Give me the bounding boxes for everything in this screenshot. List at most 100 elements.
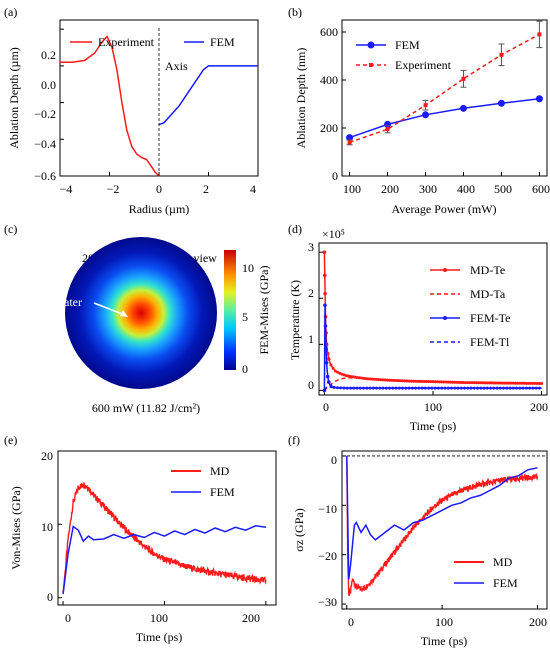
panel-f-xtick: 100	[435, 615, 453, 629]
panel-e-xtick: 100	[150, 611, 168, 625]
data-point-fem	[384, 120, 392, 128]
panel-f-ylabel: σz (GPa)	[292, 508, 306, 551]
panel-e-xtick: 0	[65, 611, 71, 625]
data-point-fem	[459, 104, 467, 112]
series-line-fem	[349, 97, 540, 139]
colorbar-tick: 10	[242, 261, 254, 275]
colorbar-tick: 5	[242, 310, 248, 324]
panel-f-xtick: 200	[529, 615, 547, 629]
crater-map	[65, 237, 217, 389]
panel-b-legend-exp-marker	[369, 63, 373, 67]
data-point-experiment	[347, 140, 352, 145]
data-point-md-te	[422, 379, 426, 383]
panel-b-ytick: 600	[320, 25, 338, 39]
panel-a-tag: (a)	[4, 5, 17, 19]
data-point-experiment	[461, 76, 466, 81]
panel-a-ytick: −0.4	[34, 137, 56, 151]
panel-d-ytick: 2	[308, 286, 314, 300]
panel-a-ytick: 0.2	[41, 48, 56, 62]
panel-e-legend-md: MD	[210, 464, 230, 478]
colorbar-label: FEM-Mises (GPa)	[257, 265, 271, 354]
data-point-md-te	[331, 366, 335, 370]
data-point-fem-te	[324, 347, 328, 351]
panel-c-tag: (c)	[4, 222, 17, 236]
data-point-md-te	[457, 380, 461, 384]
panel-a-plot	[59, 28, 259, 177]
panel-d-legend-mdte: MD-Te	[470, 263, 505, 277]
panel-a-xtick: −4	[60, 182, 73, 196]
data-point-md-te	[429, 380, 433, 384]
panel-d-legend-mdta: MD-Ta	[470, 287, 506, 301]
data-point-fem-te	[404, 386, 408, 390]
panel-d-xtick: 100	[424, 400, 442, 414]
panel-e-plot	[58, 450, 267, 605]
series-line-experiment	[349, 33, 540, 144]
data-point-fem-te	[362, 386, 366, 390]
colorbar	[224, 250, 236, 370]
series-line-md	[62, 482, 267, 595]
panel-d-ytick: 1	[308, 332, 314, 346]
panel-f-tag: (f)	[288, 433, 300, 447]
panel-d-frame	[318, 242, 548, 396]
panel-d-legend-femte: FEM-Te	[470, 311, 511, 325]
panel-d: (d) ×10⁵ MD-Te MD-Ta FEM-Te FEM-Tl 0 100…	[288, 222, 548, 433]
panel-b-frame	[341, 19, 548, 177]
panel-b-xtick: 400	[457, 182, 475, 196]
crater-label: Crater	[52, 295, 82, 309]
panel-f-ytick: 0	[331, 453, 337, 467]
panel-b-ytick: 400	[320, 73, 338, 87]
panel-d-legend-femtl: FEM-Tl	[470, 335, 510, 349]
panel-f-plot	[342, 455, 547, 609]
data-point-fem-te	[375, 386, 379, 390]
data-point-md-te	[514, 381, 518, 385]
data-point-experiment	[385, 127, 390, 132]
panel-e-ytick: 20	[41, 449, 53, 463]
panel-a-legend-fem: FEM	[210, 35, 235, 49]
panel-d-legend-femte-marker	[443, 316, 447, 320]
panel-b-legend-fem: FEM	[395, 38, 420, 52]
panel-f-legend-md: MD	[493, 555, 513, 569]
data-point-fem-te	[368, 386, 372, 390]
panel-d-xtick: 0	[323, 400, 329, 414]
panel-e-xlabel: Time (ps)	[136, 630, 183, 644]
colorbar-tick: 0	[242, 362, 248, 376]
panel-b-xtick: 100	[343, 182, 361, 196]
panel-f-ytick: −10	[318, 502, 337, 516]
panel-d-xlabel: Time (ps)	[410, 419, 457, 433]
panel-b-xtick: 600	[532, 182, 550, 196]
panel-d-ytick: 3	[308, 240, 314, 254]
panel-b-ytick: 200	[320, 121, 338, 135]
panel-c: (c) 200 ps Top view Crater 10 5 0 FEM-Mi…	[4, 222, 271, 415]
data-point-md-te	[520, 381, 524, 385]
panel-b-xtick: 200	[381, 182, 399, 196]
data-point-fem-te	[502, 386, 506, 390]
panel-d-plot	[319, 250, 544, 395]
panel-b-plot	[342, 20, 543, 177]
panel-a-axis-label: Axis	[165, 59, 188, 73]
data-point-fem-te	[459, 386, 463, 390]
data-point-fem-te	[410, 386, 414, 390]
panel-a-ytick: −0.6	[34, 169, 56, 183]
data-point-md-te	[435, 380, 439, 384]
data-point-md-te	[527, 381, 531, 385]
data-point-md-te	[464, 381, 468, 385]
series-line-fem	[346, 455, 538, 580]
series-line-md	[346, 455, 539, 596]
panel-d-tag: (d)	[288, 222, 302, 236]
data-point-md-te	[470, 381, 474, 385]
series-line-fem-tl	[323, 386, 542, 391]
panel-d-scale: ×10⁵	[322, 227, 345, 241]
panel-c-caption: 600 mW (11.82 J/cm²)	[92, 401, 200, 415]
panel-e-ytick: 0	[47, 590, 53, 604]
data-point-fem	[422, 111, 430, 119]
data-point-md-te	[533, 381, 537, 385]
series-line-fem	[62, 525, 267, 595]
panel-e: (e) MD FEM 0 100 200 20 10 0 Time (ps) V…	[4, 433, 277, 644]
crater-arrowhead	[120, 310, 128, 317]
panel-b-ytick: 0	[332, 169, 338, 183]
panel-a-xlabel: Radius (µm)	[129, 202, 190, 216]
panel-d-ytick: 0	[308, 378, 314, 392]
panel-d-legend-mdte-marker	[443, 268, 447, 272]
panel-a-xtick: −2	[107, 182, 120, 196]
series-line-fem	[158, 65, 258, 126]
